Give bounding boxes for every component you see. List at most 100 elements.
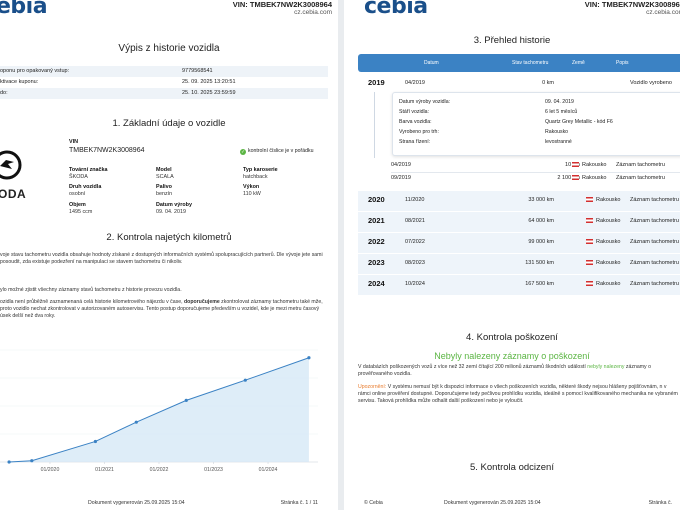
warning-label: Upozornění: <box>358 384 387 390</box>
coupon-value: 9779568541 <box>182 68 213 74</box>
power-value: 110 kW <box>243 191 261 197</box>
row-desc: Záznam tachometru <box>630 281 679 287</box>
row-km: 99 000 km <box>528 239 554 245</box>
vin-header-text: VIN: TMBEK7NW2K3008964 <box>584 0 680 9</box>
history-row[interactable]: 2024 10/2024 167 500 km Rakousko Záznam … <box>358 275 680 295</box>
austria-flag-icon <box>572 175 579 180</box>
row-km: 131 500 km <box>525 260 554 266</box>
sub-country-text: Rakousko <box>582 175 607 181</box>
sub-date: 04/2019 <box>391 162 411 168</box>
coupon-label: do: <box>0 90 8 96</box>
sub-km: 2 100 km <box>557 175 580 181</box>
coupon-row: do: 25. 10. 2025 23:59:59 <box>0 88 328 99</box>
col-km: Stav tachometru <box>512 60 549 66</box>
x-tick-label: 01/2020 <box>41 467 60 473</box>
check-icon: ✓ <box>240 149 246 155</box>
row-desc: Záznam tachometru <box>630 218 679 224</box>
history-row[interactable]: 2019 04/2019 0 km Vozidlo vyrobeno <box>358 74 680 94</box>
section-1-title: 1. Základní údaje o vozidle <box>112 118 226 129</box>
model-value: SCALA <box>156 174 174 180</box>
fuel-label: Palivo <box>156 184 172 190</box>
vehicle-detail-card: Datum výroby vozidla: 09. 04. 2019 Stáří … <box>392 92 680 156</box>
coupon-value: 25. 10. 2025 23:59:59 <box>182 90 236 96</box>
mileage-chart: 01/2020 01/2021 01/2022 01/2023 01/2024 <box>0 349 318 473</box>
row-year: 2020 <box>368 195 385 204</box>
row-date: 08/2021 <box>405 218 425 224</box>
row-year: 2021 <box>368 216 385 225</box>
body-value: hatchback <box>243 174 268 180</box>
austria-flag-icon <box>586 260 593 265</box>
austria-flag-icon <box>586 218 593 223</box>
x-tick-label: 01/2021 <box>95 467 114 473</box>
row-country-text: Rakousko <box>596 218 621 224</box>
damage-warning: Upozornění: V systému nemusí být k dispo… <box>358 384 680 406</box>
coupon-label: ktivace kuponu: <box>0 79 39 85</box>
data-point <box>93 439 97 444</box>
row-country-text: Rakousko <box>596 239 621 245</box>
row-date: 10/2024 <box>405 281 425 287</box>
sub-country: Rakousko <box>572 175 606 181</box>
detail-label: Datum výroby vozidla: <box>399 99 451 105</box>
austria-flag-icon <box>586 281 593 286</box>
row-country-text: Rakousko <box>596 281 621 287</box>
highlight-text: nebyly nalezeny <box>587 364 625 370</box>
coupon-label: oponu pro opakovaný vstup: <box>0 68 70 74</box>
x-tick-label: 01/2022 <box>150 467 169 473</box>
row-year: 2022 <box>368 237 385 246</box>
mileage-paragraph-3: ozidla není průběžně zaznamenaná celá hi… <box>0 299 330 321</box>
row-date: 08/2023 <box>405 260 425 266</box>
site-url: cz.cebia.com <box>294 9 332 16</box>
footer-generated: Dokument vygenerován 25.09.2025 15:04 <box>88 500 185 506</box>
mfg-value: 09. 04. 2019 <box>156 209 186 215</box>
detail-value: 09. 04. 2019 <box>545 99 574 105</box>
sub-country-text: Rakousko <box>582 162 607 168</box>
detail-label: Strana řízení: <box>399 139 431 145</box>
row-desc: Záznam tachometru <box>630 197 679 203</box>
mileage-paragraph-1: voje stavu tachometru vozidla obsahuje h… <box>0 252 323 266</box>
type-label: Druh vozidla <box>69 184 102 190</box>
sub-country: Rakousko <box>572 162 606 168</box>
detail-label: Barva vozidla: <box>399 119 432 125</box>
row-country: Rakousko <box>586 239 620 245</box>
history-table-header: Datum Stav tachometru Země Popis <box>358 54 680 72</box>
section-5-title: 5. Kontrola odcizení <box>470 462 554 473</box>
row-country: Rakousko <box>586 281 620 287</box>
row-km: 0 km <box>542 80 554 86</box>
history-row[interactable]: 2021 08/2021 64 000 km Rakousko Záznam t… <box>358 212 680 232</box>
history-row[interactable]: 2023 08/2023 131 500 km Rakousko Záznam … <box>358 254 680 274</box>
vin-label: VIN <box>69 139 78 145</box>
history-row[interactable]: 2022 07/2022 99 000 km Rakousko Záznam t… <box>358 233 680 253</box>
report-title: Výpis z historie vozidla <box>118 43 220 54</box>
x-tick-label: 01/2024 <box>259 467 278 473</box>
sub-desc: Záznam tachometru <box>616 162 665 168</box>
warning-text: V systému nemusí být k dispozici informa… <box>358 384 678 405</box>
footer-page: Stránka č. <box>648 500 672 506</box>
data-point <box>184 398 188 402</box>
fuel-value: benzín <box>156 191 173 197</box>
timeline-line <box>374 92 375 158</box>
row-country: Rakousko <box>586 218 620 224</box>
data-point <box>30 459 34 463</box>
make-value: ŠKODA <box>69 174 88 180</box>
col-country: Země <box>572 60 585 66</box>
coupon-row: ktivace kuponu: 25. 09. 2025 13:20:51 <box>0 77 328 88</box>
data-point <box>307 356 311 360</box>
data-point <box>7 460 11 464</box>
footer-copyright: © Cebia <box>364 500 383 506</box>
detail-label: Vyrobeno pro trh: <box>399 129 439 135</box>
row-country: Rakousko <box>586 197 620 203</box>
data-point <box>134 420 138 424</box>
row-country-text: Rakousko <box>596 197 621 203</box>
detail-value: Quartz Grey Metallic - kód F6 <box>545 119 613 125</box>
history-row[interactable]: 2020 11/2020 33 000 km Rakousko Záznam t… <box>358 191 680 211</box>
make-label: Tovární značka <box>69 167 108 173</box>
mileage-paragraph-2: ylo možné zjistit všechny záznamy stavů … <box>0 287 182 293</box>
site-url: cz.cebia.com <box>646 9 680 16</box>
vin-header: VIN: TMBEK7NW2K3008964 cz.cebia.com <box>585 0 680 16</box>
model-label: Model <box>156 167 172 173</box>
austria-flag-icon <box>586 197 593 202</box>
sub-date: 09/2019 <box>391 175 411 181</box>
x-tick-label: 01/2023 <box>204 467 223 473</box>
volume-label: Objem <box>69 202 86 208</box>
report-page-1: ebia VIN: TMBEK7NW2K3008964 cz.cebia.com… <box>0 0 338 510</box>
